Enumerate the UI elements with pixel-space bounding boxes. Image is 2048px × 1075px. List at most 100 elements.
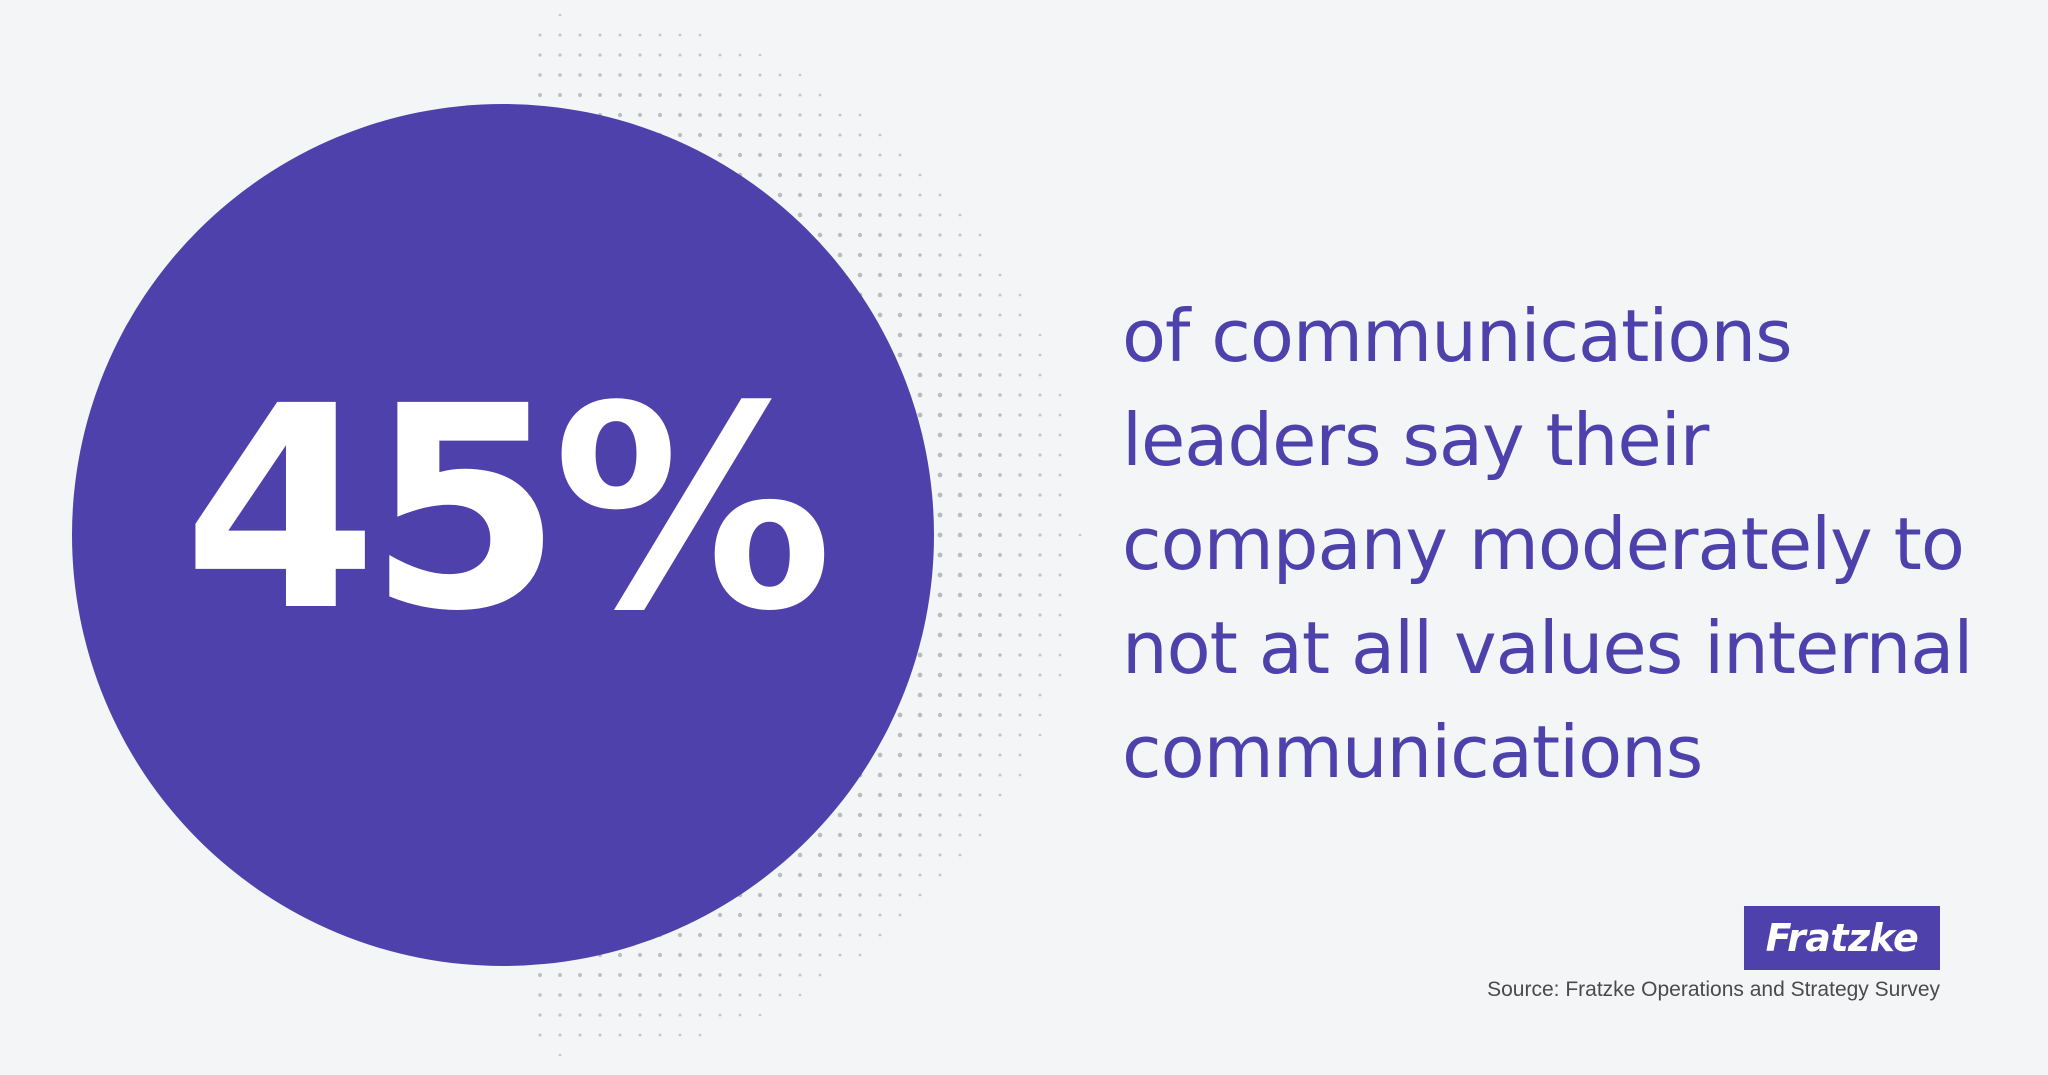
halftone-dot [578, 993, 582, 997]
halftone-dot [558, 1033, 562, 1037]
halftone-dot [838, 933, 842, 937]
halftone-dot [657, 112, 663, 118]
halftone-dot [658, 53, 662, 57]
halftone-dot [917, 672, 923, 678]
halftone-dot [1038, 493, 1042, 497]
halftone-dot [958, 733, 962, 737]
halftone-dot [897, 732, 903, 738]
halftone-dot [698, 113, 702, 117]
halftone-dot [798, 93, 802, 97]
halftone-dot [758, 73, 762, 77]
halftone-dot [998, 273, 1002, 277]
halftone-dot [977, 572, 983, 578]
halftone-dot [578, 73, 582, 77]
halftone-dot [978, 833, 982, 837]
halftone-dot [937, 532, 943, 538]
halftone-dot [817, 852, 823, 858]
halftone-dot [738, 933, 742, 937]
halftone-dot [658, 993, 662, 997]
halftone-dot [1038, 333, 1042, 337]
halftone-dot [858, 933, 862, 937]
halftone-dot [598, 73, 602, 77]
halftone-dot [918, 233, 922, 237]
halftone-dot [998, 673, 1002, 677]
halftone-dot [897, 312, 903, 318]
halftone-dot [917, 712, 923, 718]
halftone-dot [818, 913, 822, 917]
halftone-dot [737, 912, 743, 918]
halftone-dot [1018, 753, 1022, 757]
statement-line: communications [1122, 710, 1703, 794]
halftone-dot [878, 173, 882, 177]
halftone-dot [998, 713, 1002, 717]
halftone-dot [1038, 393, 1042, 397]
halftone-dot [817, 872, 823, 878]
halftone-dot [678, 953, 682, 957]
halftone-dot [1038, 713, 1042, 717]
halftone-dot [1018, 613, 1022, 617]
halftone-dot [898, 913, 902, 917]
halftone-dot [838, 193, 842, 197]
halftone-dot [898, 833, 902, 837]
halftone-dot [937, 492, 943, 498]
halftone-dot [938, 193, 942, 197]
halftone-dot [1058, 553, 1062, 557]
halftone-dot [938, 273, 942, 277]
halftone-dot [777, 892, 783, 898]
halftone-dot [917, 652, 923, 658]
halftone-dot [1038, 593, 1042, 597]
halftone-dot [937, 632, 943, 638]
halftone-dot [817, 192, 823, 198]
halftone-dot [978, 733, 982, 737]
source-citation: Source: Fratzke Operations and Strategy … [1487, 978, 1940, 1001]
halftone-dot [917, 732, 923, 738]
halftone-dot [778, 93, 782, 97]
halftone-dot [1038, 613, 1042, 617]
halftone-dot [917, 692, 923, 698]
halftone-dot [718, 953, 722, 957]
halftone-dot [758, 993, 762, 997]
halftone-dot [937, 392, 943, 398]
halftone-dot [538, 1033, 542, 1037]
halftone-dot [678, 1033, 682, 1037]
halftone-dot [618, 1013, 622, 1017]
halftone-dot [798, 133, 802, 137]
halftone-dot [957, 392, 963, 398]
halftone-dot [1018, 653, 1022, 657]
halftone-dot [798, 73, 802, 77]
halftone-dot [538, 973, 542, 977]
halftone-dot [937, 692, 943, 698]
halftone-dot [878, 233, 882, 237]
halftone-dot [858, 193, 862, 197]
halftone-dot [558, 973, 562, 977]
halftone-dot [957, 412, 963, 418]
halftone-dot [797, 212, 803, 218]
halftone-dot [937, 412, 943, 418]
halftone-dot [818, 953, 822, 957]
halftone-dot [558, 993, 562, 997]
halftone-dot [837, 832, 843, 838]
halftone-dot [1018, 453, 1022, 457]
halftone-dot [917, 312, 923, 318]
halftone-dot [1038, 693, 1042, 697]
halftone-dot [698, 1013, 702, 1017]
statement-line: leaders say their [1122, 398, 1709, 482]
halftone-dot [938, 233, 942, 237]
halftone-dot [917, 392, 923, 398]
halftone-dot [778, 993, 782, 997]
halftone-dot [658, 1013, 662, 1017]
halftone-dot [998, 693, 1002, 697]
halftone-dot [878, 913, 882, 917]
halftone-dot [977, 592, 983, 598]
halftone-dot [917, 352, 923, 358]
halftone-dot [578, 93, 582, 97]
halftone-dot [1058, 673, 1062, 677]
halftone-dot [957, 592, 963, 598]
halftone-dot [978, 813, 982, 817]
halftone-dot [598, 993, 602, 997]
halftone-dot [598, 973, 602, 977]
halftone-dot [797, 852, 803, 858]
halftone-dot [578, 53, 582, 57]
halftone-dot [978, 713, 982, 717]
halftone-dot [938, 793, 942, 797]
